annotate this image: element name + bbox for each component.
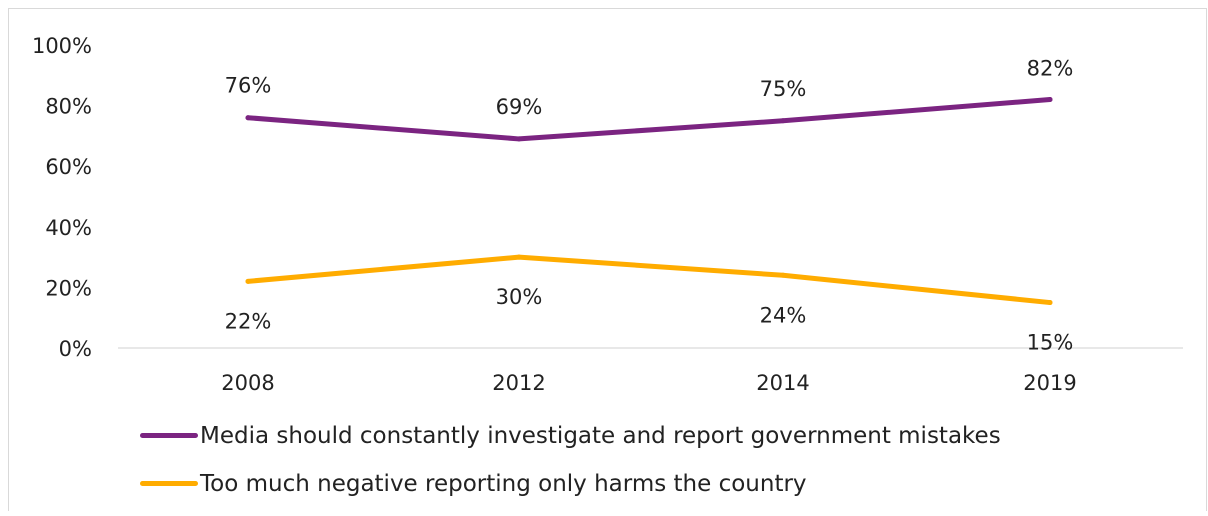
data-label-s0-2008: 76% bbox=[225, 74, 272, 98]
legend: Media should constantly investigate and … bbox=[140, 420, 1001, 516]
y-axis-tick-labels: 0% 20% 40% 60% 80% 100% bbox=[32, 34, 92, 361]
chart-frame bbox=[8, 8, 1207, 511]
data-label-s0-2012: 69% bbox=[496, 95, 543, 119]
data-point-s0-2019 bbox=[1047, 97, 1053, 103]
series-line-media-should-constantly-investigate-and- bbox=[245, 97, 1053, 142]
data-point-s1-2014 bbox=[780, 272, 786, 278]
data-label-s1-2014: 24% bbox=[760, 303, 807, 327]
y-tick-label-20: 20% bbox=[45, 276, 92, 300]
data-point-s0-2014 bbox=[780, 118, 786, 124]
y-tick-label-80: 80% bbox=[45, 95, 92, 119]
legend-swatch-negative-reporting bbox=[140, 480, 198, 486]
y-tick-label-0: 0% bbox=[59, 337, 92, 361]
data-label-s0-2019: 82% bbox=[1027, 57, 1074, 81]
legend-label-negative-reporting: Too much negative reporting only harms t… bbox=[200, 471, 807, 497]
legend-swatch-media-investigate bbox=[140, 432, 198, 438]
series-line-too-much-negative-reporting-only-harms-t bbox=[245, 254, 1053, 306]
legend-item-media-investigate: Media should constantly investigate and … bbox=[140, 420, 1001, 452]
x-tick-label-2019: 2019 bbox=[1023, 371, 1076, 395]
y-tick-label-40: 40% bbox=[45, 216, 92, 240]
data-point-s1-2008 bbox=[245, 278, 251, 284]
x-tick-label-2014: 2014 bbox=[756, 371, 809, 395]
legend-item-negative-reporting: Too much negative reporting only harms t… bbox=[140, 468, 1001, 500]
x-tick-label-2012: 2012 bbox=[492, 371, 545, 395]
x-axis-tick-labels: 2008 2012 2014 2019 bbox=[221, 371, 1076, 395]
data-label-s1-2008: 22% bbox=[225, 309, 272, 333]
data-point-s0-2012 bbox=[516, 136, 522, 142]
data-point-s0-2008 bbox=[245, 115, 251, 121]
series-lines bbox=[245, 97, 1053, 306]
y-tick-label-100: 100% bbox=[32, 34, 92, 58]
data-point-s1-2012 bbox=[516, 254, 522, 260]
data-label-s1-2019: 15% bbox=[1027, 331, 1074, 355]
data-label-s0-2014: 75% bbox=[760, 77, 807, 101]
x-tick-label-2008: 2008 bbox=[221, 371, 274, 395]
legend-label-media-investigate: Media should constantly investigate and … bbox=[200, 423, 1001, 449]
y-tick-label-60: 60% bbox=[45, 155, 92, 179]
data-labels: 76% 69% 75% 82% 22% 30% 24% 15% bbox=[225, 57, 1074, 355]
data-label-s1-2012: 30% bbox=[496, 285, 543, 309]
data-point-s1-2019 bbox=[1047, 300, 1053, 306]
